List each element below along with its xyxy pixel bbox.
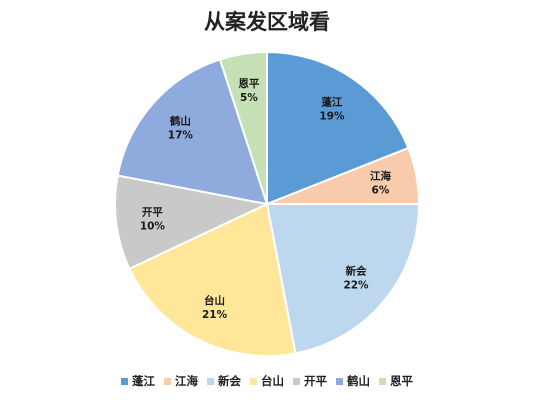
legend-item-4: 开平 [293, 373, 327, 389]
legend-swatch-6 [379, 377, 386, 385]
pie-slice-6 [218, 50, 268, 205]
pie-slice-0 [266, 50, 410, 206]
slice-category-label-5: 鹤山 [169, 115, 191, 128]
legend-label-3: 台山 [261, 374, 284, 388]
legend-label-5: 鹤山 [347, 374, 370, 388]
legend-item-5: 鹤山 [336, 373, 370, 389]
legend-item-2: 新会 [207, 373, 241, 389]
slice-category-label-4: 开平 [142, 206, 163, 218]
legend-swatch-2 [207, 377, 214, 385]
slice-category-label-2: 新会 [346, 265, 367, 278]
legend: 蓬江 江海 新会 台山 开平 鹤山 恩平 [0, 373, 534, 389]
slice-value-label-2: 22% [343, 280, 369, 292]
pie-slice-3 [128, 202, 297, 357]
slice-value-label-6: 5% [240, 92, 258, 104]
legend-item-1: 江海 [164, 373, 198, 389]
legend-label-2: 新会 [218, 374, 241, 388]
slice-value-label-3: 21% [202, 309, 228, 321]
slice-value-label-5: 17% [168, 130, 194, 142]
pie-slice-4 [114, 174, 271, 271]
legend-swatch-0 [121, 377, 128, 385]
legend-item-6: 恩平 [379, 373, 413, 389]
slice-value-label-1: 6% [372, 184, 390, 196]
slice-category-label-3: 台山 [204, 294, 225, 307]
slice-category-label-0: 蓬江 [321, 95, 342, 108]
legend-swatch-5 [336, 377, 343, 385]
legend-swatch-1 [164, 377, 171, 385]
slice-value-label-0: 19% [319, 110, 345, 122]
legend-label-1: 江海 [175, 374, 198, 388]
legend-label-0: 蓬江 [132, 374, 155, 388]
pie-slice-2 [265, 203, 421, 355]
slice-value-label-4: 10% [140, 220, 166, 232]
slice-category-label-1: 江海 [370, 169, 391, 182]
legend-swatch-3 [250, 377, 257, 385]
legend-label-4: 开平 [304, 374, 327, 388]
slice-category-label-6: 恩平 [238, 78, 259, 90]
chart-title: 从案发区域看 [204, 10, 330, 34]
legend-item-3: 台山 [250, 373, 284, 389]
legend-swatch-4 [293, 377, 300, 385]
legend-label-6: 恩平 [390, 374, 413, 388]
legend-item-0: 蓬江 [121, 373, 155, 389]
pie-slice-5 [116, 58, 269, 206]
